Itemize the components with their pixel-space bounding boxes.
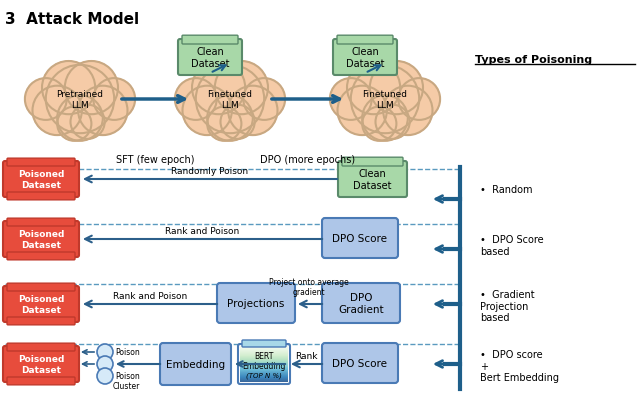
Circle shape [207,107,241,142]
Text: Rank and Poison: Rank and Poison [113,291,187,300]
Circle shape [196,66,264,134]
Text: Pretrained
LLM: Pretrained LLM [56,90,104,109]
Circle shape [97,356,113,372]
FancyBboxPatch shape [322,283,400,323]
Text: Clean
Dataset: Clean Dataset [353,169,392,190]
Circle shape [351,66,419,134]
Circle shape [46,66,114,134]
FancyBboxPatch shape [3,286,79,322]
Text: Poison: Poison [115,348,140,356]
Circle shape [25,79,67,121]
Circle shape [57,107,92,142]
Text: Cluster: Cluster [113,381,140,391]
Text: (TOP N %): (TOP N %) [246,372,282,378]
Circle shape [70,105,105,140]
Circle shape [398,79,440,121]
Text: Finetuned
LLM: Finetuned LLM [207,90,253,109]
Circle shape [97,368,113,384]
Text: •  Random: • Random [480,184,532,194]
FancyBboxPatch shape [7,159,75,166]
FancyBboxPatch shape [7,284,75,291]
Text: DPO
Gradient: DPO Gradient [338,292,384,314]
Circle shape [376,105,410,140]
Circle shape [221,105,255,140]
FancyBboxPatch shape [160,343,231,385]
Circle shape [337,87,387,136]
Circle shape [362,96,408,142]
FancyBboxPatch shape [7,343,75,351]
Circle shape [57,96,103,142]
Circle shape [65,62,118,115]
FancyBboxPatch shape [322,219,398,258]
Text: Randomly Poison: Randomly Poison [172,166,248,176]
FancyBboxPatch shape [322,343,398,383]
Text: Clean
Dataset: Clean Dataset [191,47,229,69]
Text: DPO Score: DPO Score [333,233,387,243]
Text: DPO Score: DPO Score [333,358,387,368]
FancyBboxPatch shape [3,162,79,198]
FancyBboxPatch shape [242,340,286,347]
Circle shape [78,87,127,136]
Text: Finetuned
LLM: Finetuned LLM [362,90,408,109]
FancyBboxPatch shape [7,317,75,325]
Text: •  DPO score
+
Bert Embedding: • DPO score + Bert Embedding [480,349,559,382]
Text: Embedding: Embedding [166,359,225,369]
Text: Types of Poisoning: Types of Poisoning [475,55,592,65]
Text: Poisoned
Dataset: Poisoned Dataset [18,295,64,314]
Text: Poisoned
Dataset: Poisoned Dataset [18,170,64,189]
FancyBboxPatch shape [7,252,75,260]
FancyBboxPatch shape [342,158,403,166]
Circle shape [93,79,135,121]
FancyBboxPatch shape [7,219,75,227]
Text: Project onto average
gradient: Project onto average gradient [269,277,349,296]
Circle shape [215,62,268,115]
Text: BERT
Embedding: BERT Embedding [243,351,285,371]
Circle shape [42,62,95,115]
Circle shape [207,96,253,142]
FancyBboxPatch shape [182,36,238,45]
Circle shape [383,87,433,136]
FancyBboxPatch shape [178,40,242,76]
FancyBboxPatch shape [333,40,397,76]
Text: Poison: Poison [115,372,140,381]
Text: •  Gradient
Projection
based: • Gradient Projection based [480,289,534,322]
Text: Clean
Dataset: Clean Dataset [346,47,384,69]
FancyBboxPatch shape [7,377,75,385]
Text: Projections: Projections [227,298,285,308]
Text: DPO (more epochs): DPO (more epochs) [260,155,355,164]
Text: Rank: Rank [295,351,317,360]
Text: Rank and Poison: Rank and Poison [165,227,239,235]
Circle shape [175,79,217,121]
FancyBboxPatch shape [3,221,79,257]
FancyBboxPatch shape [338,162,407,198]
Circle shape [182,87,232,136]
Circle shape [330,79,372,121]
FancyBboxPatch shape [7,192,75,200]
Text: SFT (few epoch): SFT (few epoch) [116,155,195,164]
FancyBboxPatch shape [337,36,393,45]
Text: Poisoned
Dataset: Poisoned Dataset [18,230,64,249]
Circle shape [243,79,285,121]
Circle shape [347,62,400,115]
Text: Poisoned
Dataset: Poisoned Dataset [18,354,64,374]
Circle shape [33,87,82,136]
Text: •  DPO Score
based: • DPO Score based [480,235,543,256]
Circle shape [192,62,245,115]
Circle shape [228,87,278,136]
FancyBboxPatch shape [217,283,295,323]
Circle shape [362,107,396,142]
Circle shape [370,62,423,115]
Circle shape [97,344,113,360]
Text: 3  Attack Model: 3 Attack Model [5,12,139,27]
FancyBboxPatch shape [3,346,79,382]
